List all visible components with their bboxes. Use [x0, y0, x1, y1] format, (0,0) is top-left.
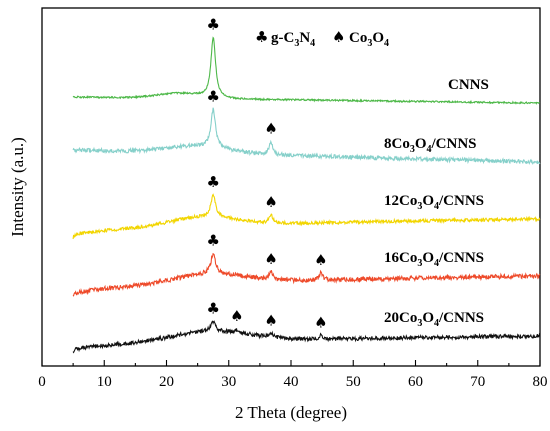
series-label-part: 4	[427, 144, 432, 155]
series-label-part: 4	[434, 318, 439, 329]
series-label-part: O	[422, 193, 434, 209]
legend-gcn-label: g-C3N4	[271, 30, 315, 49]
legend-gcn-n: N	[299, 30, 310, 46]
series-label: 16Co3O4/CNNS	[384, 250, 484, 269]
spade-marker-icon: ♠	[314, 313, 327, 331]
series-curves	[72, 36, 541, 354]
series-label-part: /CNNS	[438, 250, 484, 266]
series-label-part: 4	[434, 201, 439, 212]
legend-gcn-sub4: 4	[310, 38, 315, 49]
series-label-part: O	[422, 310, 434, 326]
legend-gcn-prefix: g-C	[271, 30, 294, 46]
spade-marker-icon: ♠	[264, 119, 277, 137]
x-axis-label: 2 Theta (degree)	[235, 403, 347, 422]
legend-co-prefix: Co	[349, 30, 367, 46]
x-tick-label: 0	[38, 374, 46, 390]
x-tick-label: 60	[408, 374, 423, 390]
series-label-part: 16Co	[384, 250, 417, 266]
club-marker-icon: ♣	[206, 173, 219, 191]
club-marker-icon: ♣	[206, 87, 219, 105]
spade-marker-icon: ♠	[264, 250, 277, 268]
series-label-part: 12Co	[384, 193, 417, 209]
series-label-part: /CNNS	[438, 193, 484, 209]
series-label-part: /CNNS	[431, 136, 477, 152]
series-labels: CNNS8Co3O4/CNNS12Co3O4/CNNS16Co3O4/CNNS2…	[384, 77, 489, 329]
y-axis-label: Intensity (a.u.)	[8, 137, 27, 237]
series-curve	[72, 252, 541, 297]
series-curve	[72, 320, 541, 354]
series-label-part: 3	[410, 144, 415, 155]
legend: ♣ g-C3N4 ♠ Co3O4	[255, 28, 389, 49]
series-label-part: 3	[417, 201, 422, 212]
x-tick-label: 20	[159, 374, 174, 390]
x-tick-label: 50	[346, 374, 361, 390]
series-label: 20Co3O4/CNNS	[384, 310, 484, 329]
legend-gcn-sub3: 3	[294, 38, 299, 49]
series-label-part: 20Co	[384, 310, 417, 326]
series-label: 12Co3O4/CNNS	[384, 193, 484, 212]
series-label: CNNS	[448, 77, 489, 93]
series-label: 8Co3O4/CNNS	[384, 136, 477, 155]
club-marker-icon: ♣	[206, 232, 219, 250]
series-label-part: 3	[417, 318, 422, 329]
series-label-part: O	[422, 250, 434, 266]
spade-marker-icon: ♠	[230, 307, 243, 325]
x-tick-label: 30	[221, 374, 236, 390]
series-curve	[72, 193, 541, 240]
legend-club-icon: ♣	[255, 28, 268, 46]
series-label-part: 8Co	[384, 136, 410, 152]
club-marker-icon: ♣	[206, 15, 219, 33]
spade-marker-icon: ♠	[264, 311, 277, 329]
x-tick-label: 80	[533, 374, 548, 390]
x-tick-label: 70	[470, 374, 485, 390]
legend-co3o4-label: Co3O4	[349, 30, 389, 49]
peak-markers: ♣ ♣ ♠ ♣ ♠ ♣ ♠ ♠ ♣ ♠ ♠ ♠	[206, 15, 327, 331]
legend-co-o: O	[372, 30, 384, 46]
series-label-part: O	[415, 136, 427, 152]
series-curve	[72, 36, 541, 105]
series-label-part: CNNS	[448, 77, 489, 93]
x-tick-label: 10	[97, 374, 112, 390]
spade-marker-icon: ♠	[314, 251, 327, 269]
legend-co-sub3: 3	[367, 38, 372, 49]
series-curve	[72, 107, 541, 165]
club-marker-icon: ♣	[206, 299, 219, 317]
legend-spade-icon: ♠	[332, 28, 345, 46]
legend-co-sub4: 4	[384, 38, 389, 49]
x-tick-label: 40	[284, 374, 299, 390]
series-label-part: /CNNS	[438, 310, 484, 326]
x-axis-ticks: 0 10 20 30 40 50 60 70 80	[38, 360, 548, 390]
series-label-part: 3	[417, 258, 422, 269]
series-label-part: 4	[434, 258, 439, 269]
spade-marker-icon: ♠	[264, 193, 277, 211]
